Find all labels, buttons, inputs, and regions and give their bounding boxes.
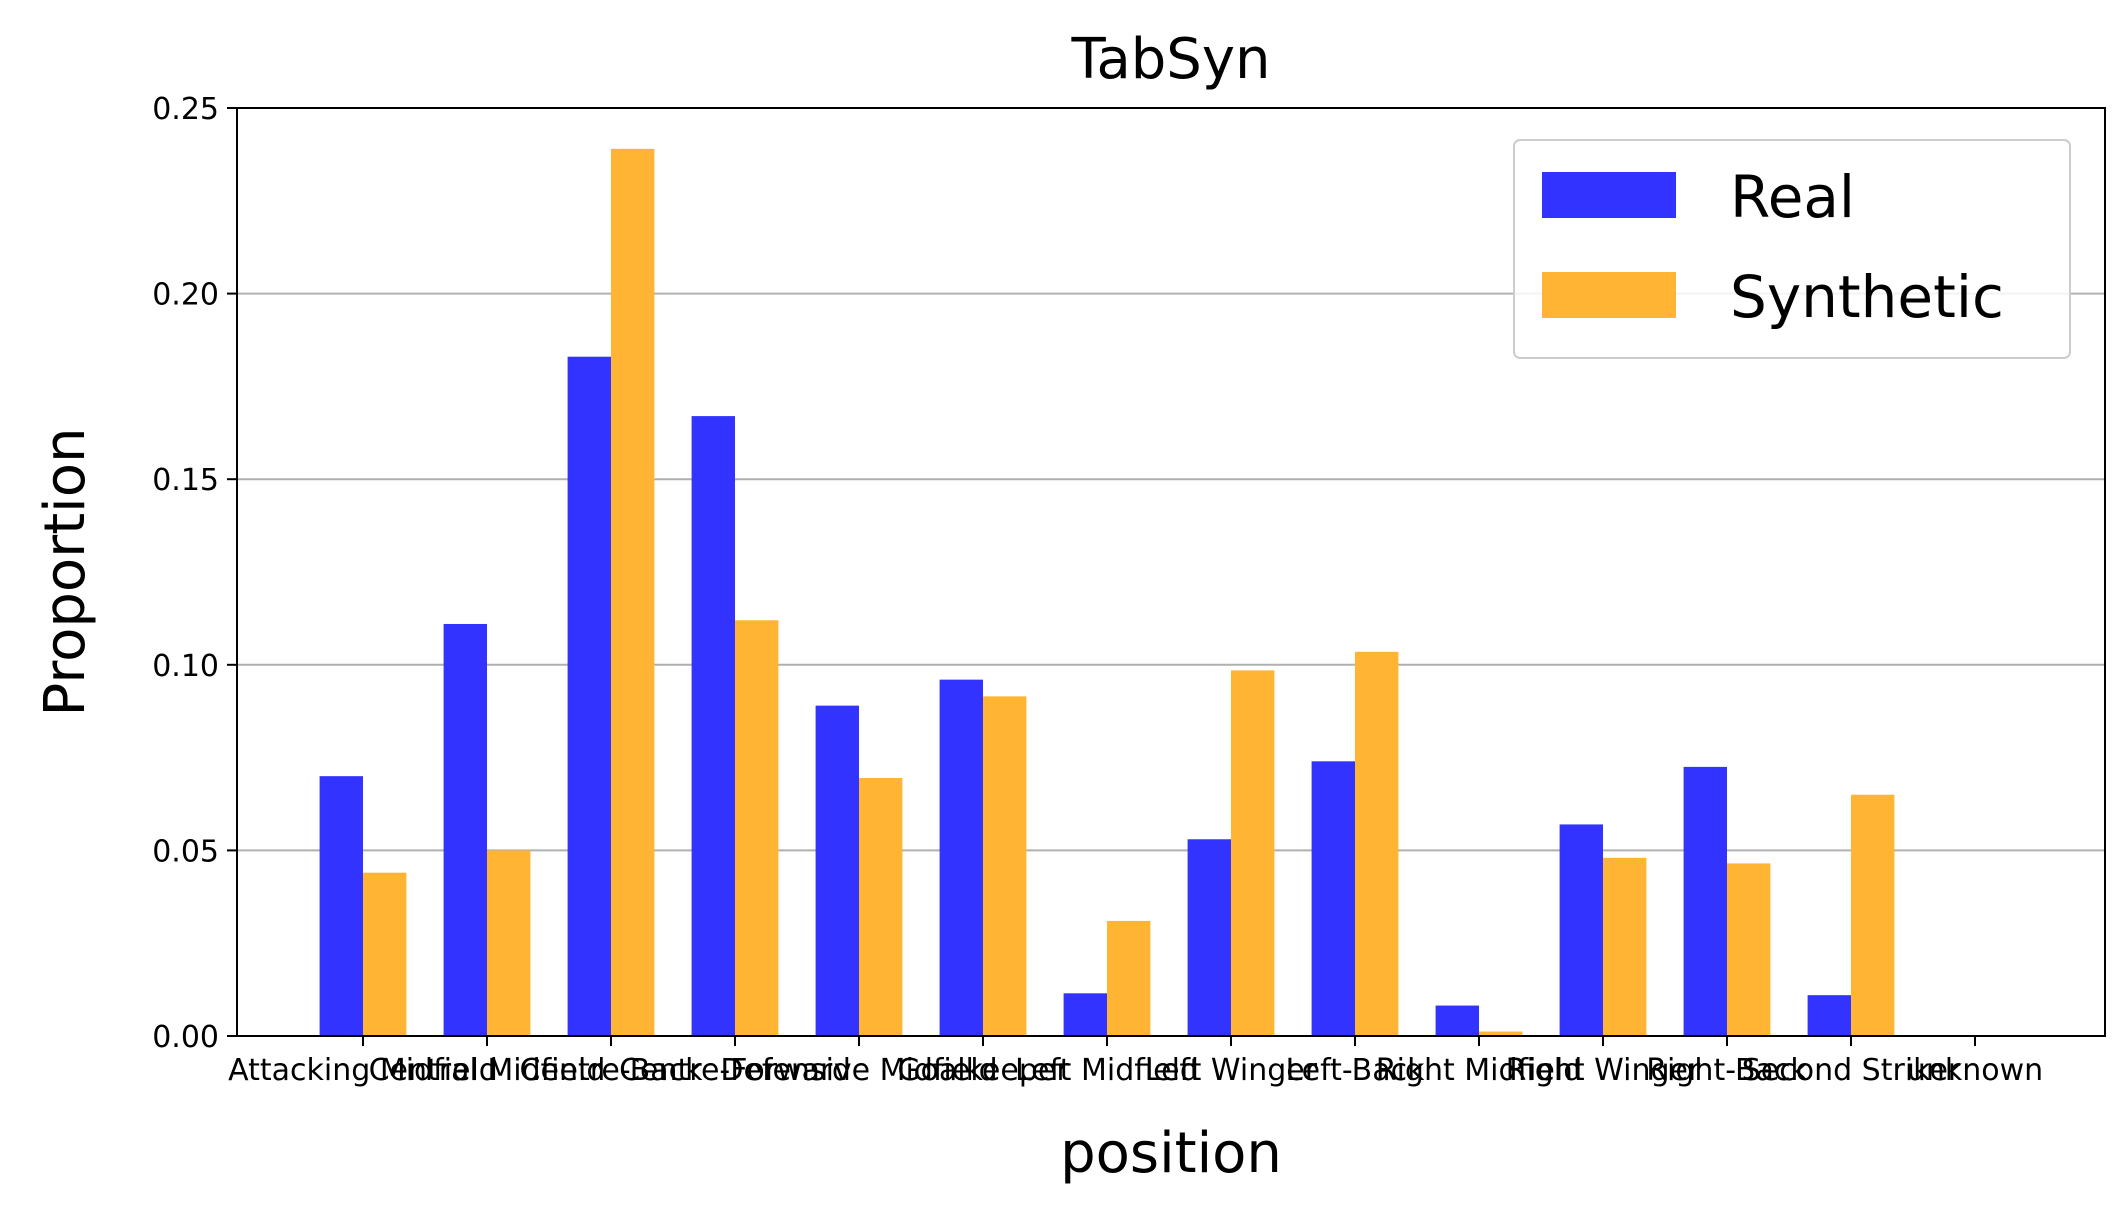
x-tick-label: unknown	[1907, 1053, 2043, 1088]
y-tick-label: 0.10	[152, 649, 219, 684]
x-tick-label: Attacking Midfield	[228, 1053, 498, 1088]
bar-synthetic-1	[487, 850, 531, 1036]
bar-synthetic-5	[983, 696, 1027, 1036]
bar-real-12	[1807, 995, 1851, 1036]
grid-lines	[237, 292, 2105, 852]
bar-real-6	[1063, 993, 1107, 1036]
y-tick-label: 0.25	[152, 92, 219, 127]
bar-real-2	[567, 356, 611, 1037]
legend-label-real: Real	[1730, 163, 1855, 231]
bar-synthetic-9	[1479, 1031, 1523, 1036]
x-tick-label: Centre-Back	[520, 1053, 704, 1088]
bar-real-10	[1559, 824, 1603, 1036]
bar-real-0	[319, 776, 363, 1036]
bar-real-1	[443, 623, 487, 1036]
bar-synthetic-10	[1603, 857, 1647, 1036]
x-tick-label: Right Winger	[1506, 1053, 1701, 1088]
x-tick-label: Central Midfield	[369, 1053, 606, 1088]
bar-real-4	[815, 705, 859, 1036]
x-tick-label: Left Winger	[1145, 1053, 1318, 1088]
bar-real-9	[1435, 1005, 1479, 1036]
bars	[319, 148, 1895, 1037]
y-tick-label: 0.05	[152, 834, 219, 869]
bar-synthetic-8	[1355, 651, 1399, 1036]
x-tick-label: Right-Back	[1646, 1053, 1808, 1088]
legend-swatch-real	[1542, 172, 1676, 218]
x-tick-label: Right Midfield	[1376, 1053, 1583, 1088]
plot-frame	[236, 107, 2106, 1037]
x-tick-label: Left-Back	[1285, 1053, 1425, 1088]
bar-real-3	[691, 416, 735, 1036]
x-axis-title: position	[1060, 1121, 1282, 1186]
bar-synthetic-7	[1231, 670, 1275, 1036]
bar-synthetic-0	[363, 872, 407, 1036]
y-tick-label: 0.20	[152, 278, 219, 313]
bar-synthetic-3	[735, 620, 779, 1036]
y-tick-label: 0.00	[152, 1020, 219, 1055]
y-axis-title: Proportion	[33, 428, 98, 717]
bar-real-7	[1187, 839, 1231, 1036]
x-tick-label: Left Midfield	[1015, 1053, 1199, 1088]
bar-real-8	[1311, 761, 1355, 1036]
bar-real-11	[1683, 766, 1727, 1036]
bar-synthetic-11	[1727, 863, 1771, 1036]
y-axis-ticks: 0.00 0.05 0.10 0.15 0.20 0.25	[152, 92, 237, 1055]
y-tick-label: 0.15	[152, 463, 219, 498]
x-tick-label: Goalkeeper	[897, 1053, 1069, 1088]
x-tick-label: Second Striker	[1742, 1053, 1961, 1088]
legend-label-synthetic: Synthetic	[1730, 263, 2004, 331]
bar-real-5	[939, 679, 983, 1036]
legend: Real Synthetic	[1513, 139, 2071, 359]
bar-synthetic-6	[1107, 920, 1151, 1036]
x-tick-label: Centre-Forward	[619, 1053, 851, 1088]
legend-swatch-synthetic	[1542, 272, 1676, 318]
bar-synthetic-12	[1851, 794, 1895, 1036]
chart-title: TabSyn	[1071, 27, 1271, 92]
bar-synthetic-4	[859, 778, 903, 1036]
x-tick-label: Defensive Midfield	[720, 1053, 997, 1088]
bar-synthetic-2	[611, 148, 655, 1036]
